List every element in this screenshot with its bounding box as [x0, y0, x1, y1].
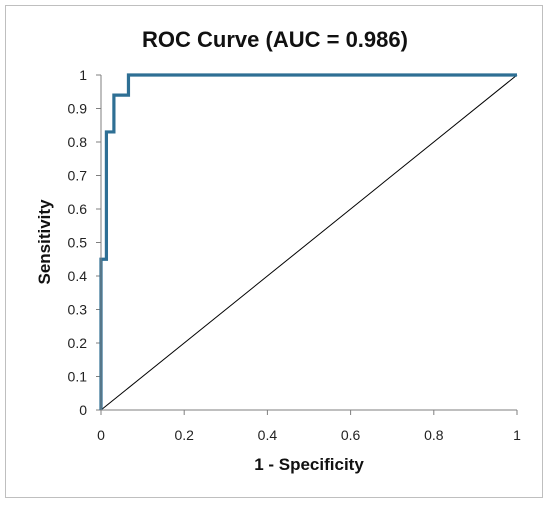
- y-tick-label: 1: [79, 67, 87, 83]
- y-tick-label: 0.1: [68, 369, 88, 385]
- series-layer: [99, 73, 518, 411]
- y-axis-ticks: 0 0.1 0.2 0.3 0.4 0.5 0.6 0.7 0.8 0.9 1: [68, 67, 101, 418]
- y-tick-label: 0.6: [68, 201, 88, 217]
- y-tick-label: 0.7: [68, 168, 88, 184]
- x-axis-ticks: 0 0.2 0.4 0.6 0.8 1: [97, 410, 521, 443]
- x-tick-label: 0.2: [174, 427, 194, 443]
- reference-diagonal-line: [100, 74, 518, 411]
- y-tick-label: 0.9: [68, 101, 88, 117]
- y-tick-label: 0.8: [68, 134, 88, 150]
- y-tick-label: 0.4: [68, 268, 88, 284]
- roc-curve-line: [99, 73, 517, 410]
- chart-title: ROC Curve (AUC = 0.986): [142, 27, 408, 52]
- y-tick-label: 0.3: [68, 302, 88, 318]
- y-axis-title: Sensitivity: [35, 199, 54, 285]
- y-tick-label: 0: [79, 402, 87, 418]
- y-tick-label: 0.2: [68, 335, 88, 351]
- chart-area: [5, 5, 543, 498]
- x-axis-title: 1 - Specificity: [254, 455, 364, 474]
- x-tick-label: 0.8: [424, 427, 444, 443]
- x-tick-label: 0.4: [258, 427, 278, 443]
- y-tick-label: 0.5: [68, 235, 88, 251]
- x-tick-label: 1: [513, 427, 521, 443]
- x-tick-label: 0: [97, 427, 105, 443]
- x-tick-label: 0.6: [341, 427, 361, 443]
